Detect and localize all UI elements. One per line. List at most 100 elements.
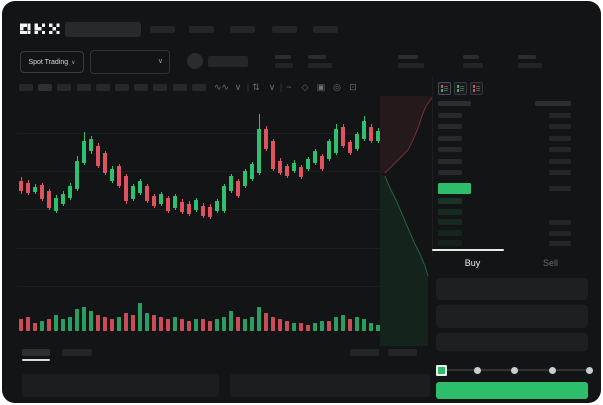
candle-body: [138, 181, 142, 193]
color-bar-top: [441, 85, 443, 88]
volume-bar: [229, 311, 233, 331]
settings-icon[interactable]: ◎: [333, 82, 341, 92]
stat-value-placeholder: [463, 63, 483, 68]
timeframe-button[interactable]: [57, 84, 72, 91]
buy-submit-button[interactable]: [436, 382, 588, 399]
volume-bar: [173, 317, 177, 331]
bottom-input-left[interactable]: [22, 374, 219, 397]
bottom-input-right[interactable]: [230, 374, 430, 397]
nav-item-placeholder[interactable]: [272, 26, 297, 33]
slider-tick[interactable]: [473, 366, 481, 374]
volume-bar: [215, 319, 219, 331]
ask-price-placeholder[interactable]: [438, 158, 462, 164]
ask-amount-placeholder: [549, 170, 571, 175]
divider: |: [279, 82, 283, 92]
chevron-down-icon[interactable]: ∨: [268, 82, 276, 92]
total-field[interactable]: [436, 333, 588, 351]
slider-tick[interactable]: [586, 366, 593, 374]
line: [444, 88, 448, 89]
candle-body: [61, 194, 65, 204]
volume-bar: [271, 317, 275, 331]
gridline: [17, 248, 380, 249]
book-both-view-icon[interactable]: [438, 82, 451, 95]
timeframe-button[interactable]: [38, 84, 53, 91]
volume-bar: [124, 313, 128, 331]
book-asks-view-icon[interactable]: [470, 82, 483, 95]
draw-tool-icon[interactable]: ◇: [301, 82, 309, 92]
chevron-down-icon[interactable]: ∨: [234, 82, 242, 92]
stat-value-placeholder: [398, 63, 424, 68]
ob-header-price: [438, 101, 471, 106]
slider-tick[interactable]: [511, 366, 518, 374]
okx-logo[interactable]: [20, 23, 60, 35]
bottom-action-placeholder[interactable]: [350, 349, 379, 356]
nav-item-placeholder[interactable]: [230, 26, 255, 33]
timeframe-button[interactable]: [172, 84, 187, 91]
tab-sell[interactable]: Sell: [513, 253, 588, 271]
timeframe-button[interactable]: [95, 84, 110, 91]
candlestick-chart[interactable]: [17, 96, 380, 296]
bid-price-placeholder[interactable]: [438, 208, 462, 215]
slider-tick[interactable]: [548, 366, 556, 374]
volume-bar: [313, 323, 317, 331]
tab-buy[interactable]: Buy: [432, 253, 513, 271]
nav-item-placeholder[interactable]: [150, 26, 175, 33]
volume-bar: [355, 317, 359, 331]
bid-amount-placeholder: [549, 241, 571, 246]
market-type-dropdown[interactable]: Spot Trading ∨: [20, 51, 84, 73]
candle-body: [152, 196, 156, 206]
chevron-down-icon: ∨: [71, 59, 76, 66]
timeframe-button[interactable]: [76, 84, 91, 91]
bottom-tab[interactable]: [62, 349, 92, 356]
timeframe-button[interactable]: [134, 84, 149, 91]
stat-label-placeholder: [398, 55, 418, 59]
candle-style-icon[interactable]: ⇅: [252, 82, 260, 92]
stat-label-placeholder: [518, 55, 536, 59]
line: [476, 90, 480, 91]
bid-price-placeholder[interactable]: [438, 229, 462, 236]
candle-body: [103, 153, 107, 173]
color-bar-bottom: [441, 89, 443, 92]
ticker-stat: [463, 55, 493, 70]
volume-bar: [159, 317, 163, 331]
price-field[interactable]: [436, 278, 588, 300]
bottom-tab-active[interactable]: [22, 349, 50, 356]
camera-icon[interactable]: ▣: [316, 82, 326, 92]
bottom-action-placeholder[interactable]: [388, 349, 417, 356]
ask-price-placeholder[interactable]: [438, 124, 462, 130]
bid-price-placeholder[interactable]: [438, 219, 462, 225]
bid-price-placeholder[interactable]: [438, 198, 462, 204]
ask-price-placeholder[interactable]: [438, 147, 462, 153]
line: [476, 88, 480, 89]
volume-bar: [348, 319, 352, 331]
volume-bar: [33, 323, 37, 331]
fullscreen-icon[interactable]: ⊡: [349, 82, 357, 92]
volume-bar: [89, 311, 93, 331]
nav-item-placeholder[interactable]: [313, 26, 338, 33]
color-bar-bottom: [457, 89, 459, 92]
amount-field[interactable]: [436, 305, 588, 328]
amount-slider[interactable]: [436, 363, 593, 377]
ask-price-placeholder[interactable]: [438, 113, 462, 118]
ask-price-placeholder[interactable]: [438, 135, 462, 141]
timeframe-button[interactable]: [19, 84, 33, 91]
book-bids-view-icon[interactable]: [454, 82, 467, 95]
ask-price-placeholder[interactable]: [438, 170, 462, 175]
search-input[interactable]: [65, 22, 141, 37]
volume-bar: [278, 319, 282, 331]
volume-bar: [131, 315, 135, 331]
last-price-highlight[interactable]: [438, 183, 471, 194]
timeframe-button[interactable]: [115, 84, 129, 91]
indicator-wave-icon[interactable]: ∿∿: [214, 82, 230, 92]
color-bar-top: [473, 85, 475, 88]
slider-handle[interactable]: [436, 365, 447, 376]
timeframe-button[interactable]: [191, 84, 206, 91]
timeframe-button[interactable]: [153, 84, 168, 91]
nav-item-placeholder[interactable]: [189, 26, 214, 33]
bid-price-placeholder[interactable]: [438, 240, 462, 246]
pair-selector-dropdown[interactable]: ∨: [90, 50, 170, 74]
line-tool-icon[interactable]: ~: [286, 82, 292, 92]
line: [460, 88, 464, 89]
color-bar-bottom: [473, 89, 475, 92]
